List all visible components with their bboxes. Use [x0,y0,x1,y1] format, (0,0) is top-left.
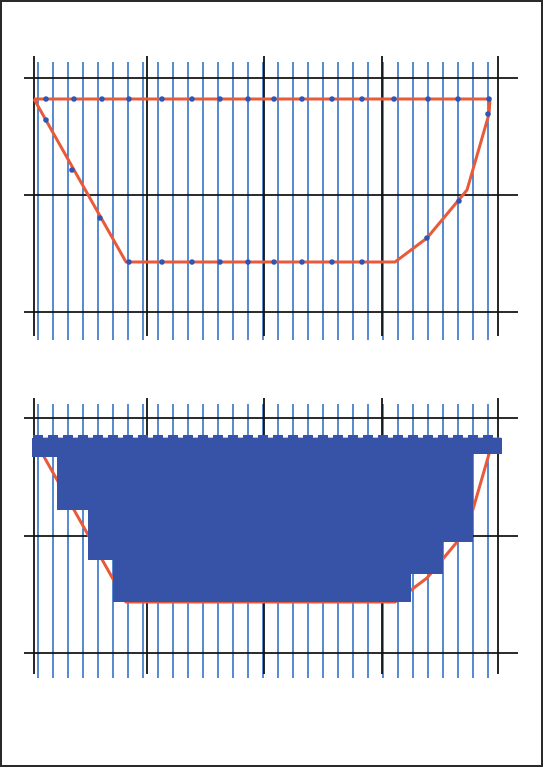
fill-cell-top [138,435,148,441]
sample-point [245,96,251,102]
sample-point [159,259,165,265]
fill-cell-top [63,435,73,441]
sample-point [189,259,195,265]
fill-cell-top [78,435,88,441]
fill-cell-top [288,435,298,441]
sample-point [391,96,397,102]
sample-point [189,96,195,102]
sample-point [71,96,77,102]
sample-point [486,96,492,102]
fill-cell-top [33,435,43,441]
sample-point [43,117,49,123]
sample-point [359,259,365,265]
sample-point [217,259,223,265]
fill-cell-top [318,435,328,441]
sample-point [126,96,132,102]
fill-cell-top [243,435,253,441]
shape-outline [32,97,492,264]
sample-point [69,167,75,173]
fill-cell-top [423,435,433,441]
sample-point [425,96,431,102]
fill-cell-top [273,435,283,441]
fill-cell-top [108,435,118,441]
sample-point [299,259,305,265]
fill-cell-top [48,435,58,441]
fill-cell-top [348,435,358,441]
sample-point [455,96,461,102]
sample-point [271,259,277,265]
fill-cell-top [198,435,208,441]
sample-point [159,96,165,102]
fill-cell-top [228,435,238,441]
fill-cell-top [303,435,313,441]
sample-point [299,96,305,102]
sample-point [97,215,103,221]
fill-cell-top [378,435,388,441]
fill-cell-top [468,435,478,441]
fill-cell-top [93,435,103,441]
sample-point [43,96,49,102]
fill-cell-top [333,435,343,441]
sample-point [99,96,105,102]
fill-cell-top [168,435,178,441]
sample-point [424,235,430,241]
sample-point [217,96,223,102]
rasterized-fill [32,438,502,602]
sample-point [359,96,365,102]
fill-cell-top [123,435,133,441]
sample-point [456,198,462,204]
fill-cell-top [213,435,223,441]
fill-cell-top [183,435,193,441]
sample-point [245,259,251,265]
fill-cell-top [408,435,418,441]
sample-point [329,96,335,102]
sample-point [485,111,491,117]
fill-cell-top [258,435,268,441]
sample-point [271,96,277,102]
fill-cell-top [453,435,463,441]
fill-cell-top [393,435,403,441]
fill-cell-top [153,435,163,441]
fill-cell-top [483,435,493,441]
top-panel [24,56,518,340]
fill-cell-top [363,435,373,441]
fill-cell-top [438,435,448,441]
sample-point [329,259,335,265]
sample-point [126,259,132,265]
bottom-panel [24,398,518,678]
